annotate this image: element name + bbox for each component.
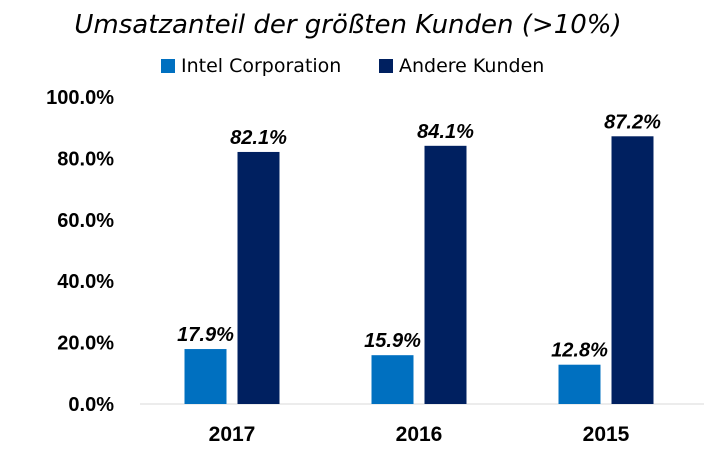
- data-label: 84.1%: [417, 121, 474, 143]
- y-axis-ticks: 0.0% 20.0% 40.0% 60.0% 80.0% 100.0%: [46, 87, 114, 416]
- data-label: 12.8%: [551, 340, 608, 362]
- bar-intel-2016: [371, 355, 414, 404]
- bar-intel-2017: [184, 349, 227, 404]
- legend-label-intel: Intel Corporation: [181, 55, 341, 77]
- legend-swatch-intel: [161, 59, 175, 73]
- y-tick-label: 60.0%: [57, 210, 114, 232]
- x-tick-label: 2017: [209, 423, 256, 446]
- data-label: 17.9%: [177, 324, 234, 346]
- bar-andere-2016: [424, 145, 467, 405]
- legend: Intel Corporation Andere Kunden: [161, 55, 544, 77]
- y-tick-label: 20.0%: [57, 333, 114, 355]
- bar-andere-2015: [611, 136, 654, 404]
- data-label: 87.2%: [604, 111, 661, 133]
- y-tick-label: 40.0%: [57, 271, 114, 293]
- bar-intel-2015: [558, 364, 601, 404]
- x-tick-label: 2015: [583, 423, 630, 446]
- bars: 17.9% 15.9% 12.8% 82.1% 84.1% 87.2%: [177, 111, 661, 405]
- y-tick-label: 100.0%: [46, 87, 114, 109]
- legend-swatch-andere: [379, 59, 393, 73]
- data-label: 82.1%: [230, 127, 287, 149]
- legend-label-andere: Andere Kunden: [399, 55, 544, 77]
- y-tick-label: 0.0%: [68, 394, 114, 416]
- y-tick-label: 80.0%: [57, 148, 114, 170]
- bar-andere-2017: [237, 151, 280, 404]
- x-axis-ticks: 2017 2016 2015: [209, 423, 630, 446]
- data-label: 15.9%: [364, 330, 421, 352]
- chart-title: Umsatzanteil der größten Kunden (>10%): [74, 10, 621, 40]
- x-tick-label: 2016: [396, 423, 443, 446]
